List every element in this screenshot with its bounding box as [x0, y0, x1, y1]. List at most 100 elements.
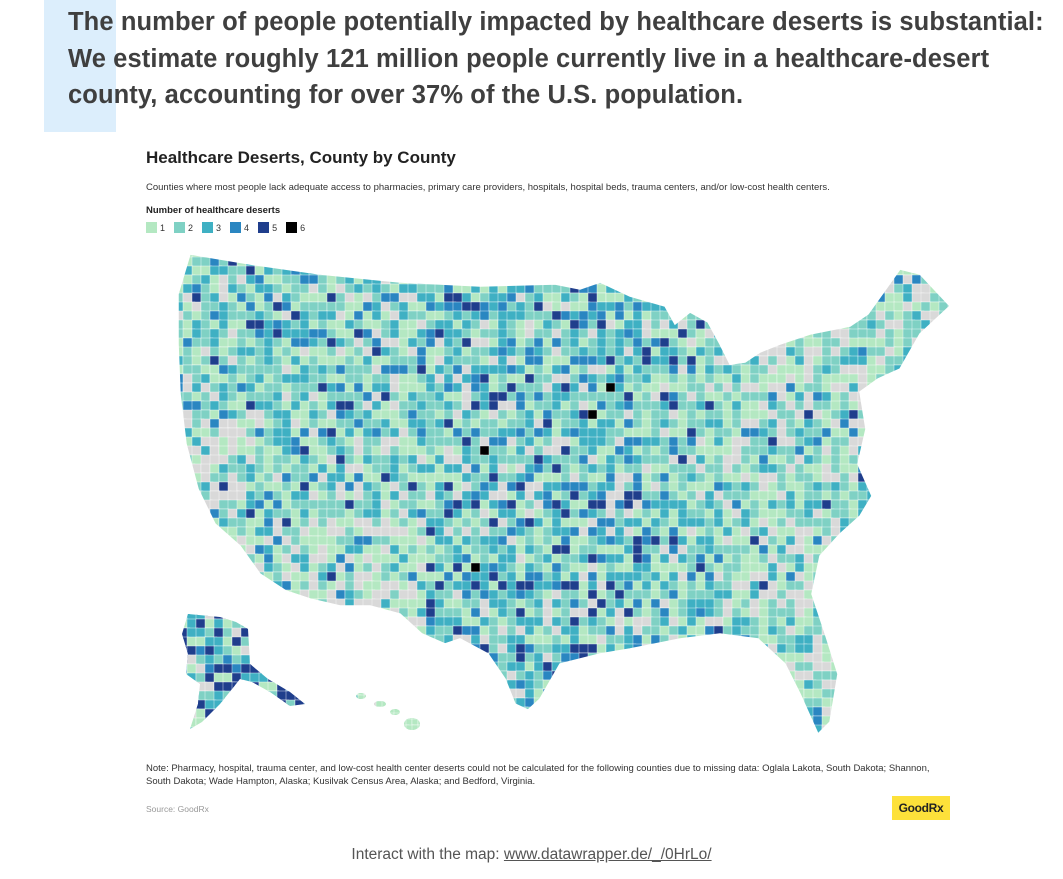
county-cell[interactable] — [542, 355, 553, 366]
county-cell[interactable] — [281, 454, 293, 465]
county-cell[interactable] — [857, 526, 871, 537]
county-cell[interactable] — [758, 607, 770, 618]
county-cell[interactable] — [353, 517, 364, 528]
county-cell[interactable] — [767, 274, 780, 285]
county-cell[interactable] — [830, 283, 843, 294]
county-cell[interactable] — [659, 274, 671, 286]
county-cell[interactable] — [326, 400, 337, 411]
county-cell[interactable] — [443, 661, 457, 673]
county-cell[interactable] — [839, 283, 853, 295]
county-cell[interactable] — [758, 283, 770, 296]
us-county-map[interactable] — [160, 234, 956, 754]
county-cell[interactable] — [686, 733, 700, 744]
county-cell[interactable] — [758, 688, 769, 701]
county-cell[interactable] — [353, 499, 364, 510]
county-cell[interactable] — [650, 553, 662, 564]
county-cell[interactable] — [938, 616, 951, 627]
county-cell[interactable] — [776, 625, 787, 637]
county-cell[interactable] — [731, 517, 743, 528]
county-cell[interactable] — [254, 463, 265, 475]
county-cell[interactable] — [533, 248, 547, 258]
county-cell[interactable] — [371, 733, 384, 744]
county-cell[interactable] — [704, 508, 715, 520]
county-cell[interactable] — [749, 526, 760, 537]
county-cell[interactable] — [407, 607, 419, 618]
county-cell[interactable] — [695, 661, 707, 673]
county-cell[interactable] — [380, 670, 392, 681]
county-cell[interactable] — [938, 589, 950, 600]
county-cell[interactable] — [722, 391, 733, 403]
county-cell[interactable] — [249, 690, 261, 701]
county-cell[interactable] — [174, 265, 185, 276]
county-cell[interactable] — [308, 715, 321, 727]
county-cell[interactable] — [857, 562, 868, 573]
county-cell[interactable] — [686, 481, 697, 492]
county-cell[interactable] — [488, 562, 499, 573]
county-cell[interactable] — [236, 346, 247, 357]
county-cell[interactable] — [299, 256, 311, 267]
county-cell[interactable] — [276, 654, 288, 666]
county-cell[interactable] — [686, 499, 697, 511]
county-cell[interactable] — [614, 256, 625, 267]
county-cell[interactable] — [452, 481, 463, 493]
county-cell[interactable] — [893, 652, 907, 663]
county-cell[interactable] — [308, 490, 320, 502]
county-cell[interactable] — [174, 256, 186, 268]
county-cell[interactable] — [434, 706, 448, 717]
county-cell[interactable] — [659, 688, 670, 700]
contiguous-us-counties[interactable] — [174, 248, 956, 745]
county-cell[interactable] — [263, 472, 274, 483]
county-cell[interactable] — [938, 310, 951, 322]
county-cell[interactable] — [461, 697, 475, 709]
county-cell[interactable] — [722, 256, 736, 269]
county-cell[interactable] — [479, 517, 491, 529]
county-cell[interactable] — [587, 490, 598, 502]
county-cell[interactable] — [371, 706, 382, 719]
county-cell[interactable] — [174, 697, 186, 709]
county-cell[interactable] — [276, 610, 289, 621]
county-cell[interactable] — [362, 445, 373, 456]
county-cell[interactable] — [821, 481, 833, 492]
county-cell[interactable] — [803, 373, 814, 384]
county-cell[interactable] — [317, 248, 328, 259]
county-cell[interactable] — [434, 472, 446, 483]
county-cell[interactable] — [542, 454, 554, 465]
county-cell[interactable] — [488, 382, 500, 393]
county-cell[interactable] — [497, 634, 508, 645]
county-cell[interactable] — [254, 490, 266, 502]
county-cell[interactable] — [209, 418, 221, 429]
county-cell[interactable] — [911, 652, 923, 665]
county-cell[interactable] — [281, 418, 293, 429]
county-cell[interactable] — [317, 733, 329, 744]
county-cell[interactable] — [749, 643, 760, 654]
county-cell[interactable] — [893, 697, 905, 710]
county-cell[interactable] — [344, 643, 356, 655]
county-cell[interactable] — [596, 706, 608, 718]
county-cell[interactable] — [776, 697, 788, 709]
county-cell[interactable] — [362, 643, 375, 656]
county-cell[interactable] — [263, 706, 275, 719]
county-cell[interactable] — [578, 571, 589, 582]
county-cell[interactable] — [929, 733, 940, 743]
county-cell[interactable] — [294, 636, 305, 649]
county-cell[interactable] — [695, 256, 709, 267]
county-cell[interactable] — [308, 373, 319, 384]
county-cell[interactable] — [227, 472, 239, 484]
county-cell[interactable] — [191, 508, 205, 521]
county-cell[interactable] — [425, 463, 437, 474]
county-cell[interactable] — [740, 310, 751, 321]
county-cell[interactable] — [231, 708, 245, 720]
county-cell[interactable] — [416, 706, 430, 717]
county-cell[interactable] — [488, 697, 501, 709]
county-cell[interactable] — [267, 663, 280, 676]
county-cell[interactable] — [452, 670, 465, 681]
county-cell[interactable] — [938, 472, 949, 485]
county-cell[interactable] — [623, 265, 634, 276]
county-cell[interactable] — [542, 535, 554, 546]
county-cell[interactable] — [866, 643, 877, 656]
county-cell[interactable] — [857, 589, 869, 601]
county-cell[interactable] — [290, 661, 302, 672]
county-cell[interactable] — [452, 265, 464, 277]
county-cell[interactable] — [659, 562, 671, 573]
county-cell[interactable] — [308, 706, 321, 717]
